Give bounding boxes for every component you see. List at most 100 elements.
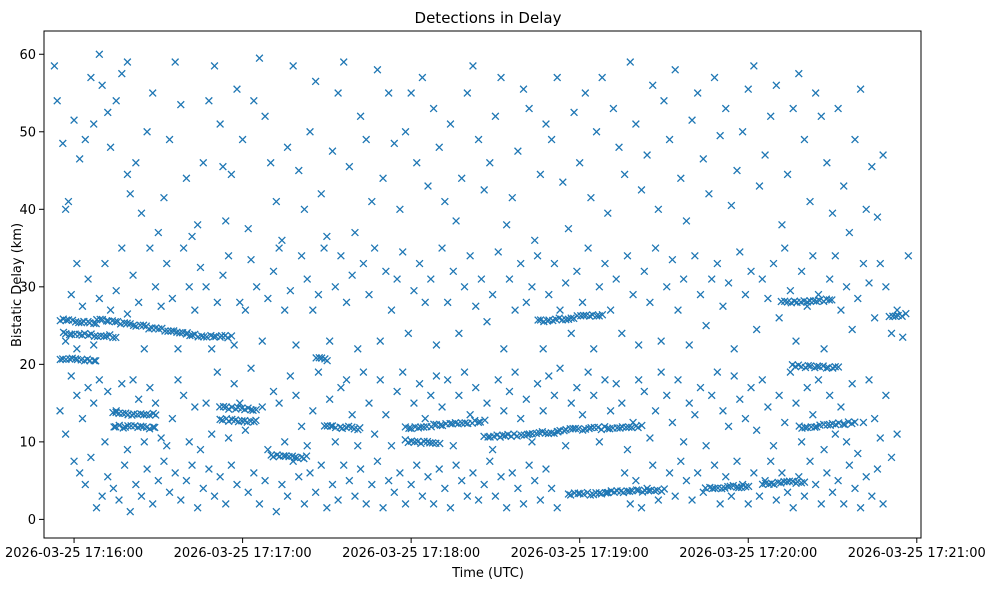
data-point	[617, 329, 626, 338]
data-point	[853, 294, 862, 303]
data-point	[839, 182, 848, 190]
data-point	[676, 174, 685, 183]
data-point	[165, 488, 174, 497]
data-point	[574, 424, 583, 433]
data-point	[87, 73, 95, 82]
data-point	[578, 298, 587, 307]
data-point	[691, 410, 699, 419]
data-point	[213, 368, 222, 376]
data-point	[435, 465, 444, 473]
data-point	[202, 399, 210, 407]
data-point	[625, 423, 633, 432]
data-point	[339, 58, 348, 66]
data-point	[418, 492, 427, 500]
data-point	[286, 372, 295, 380]
data-point	[702, 321, 710, 330]
data-point	[137, 492, 146, 500]
data-point	[752, 426, 761, 435]
y-axis: 0 10 20 30 40 50 60	[19, 48, 44, 528]
data-point	[632, 120, 640, 128]
data-point	[249, 469, 258, 477]
data-point	[483, 317, 491, 326]
data-point	[823, 158, 831, 167]
data-point	[682, 476, 691, 485]
data-point	[160, 457, 168, 466]
data-point	[625, 487, 634, 496]
data-point	[117, 379, 126, 388]
data-point	[660, 96, 668, 105]
data-point	[575, 158, 584, 167]
data-point	[328, 147, 337, 156]
data-point	[216, 415, 224, 424]
data-point	[424, 472, 432, 481]
data-point	[882, 391, 890, 400]
data-point	[744, 85, 753, 94]
data-point	[637, 503, 646, 512]
data-point	[233, 480, 241, 489]
data-point	[640, 387, 649, 396]
data-point	[764, 403, 772, 411]
data-point	[415, 259, 424, 268]
data-point	[550, 391, 559, 400]
data-point	[705, 189, 713, 198]
data-point	[744, 482, 753, 491]
data-point	[904, 251, 913, 260]
data-point	[758, 275, 767, 283]
data-point	[567, 329, 576, 338]
data-point	[609, 104, 618, 113]
data-point	[182, 476, 191, 485]
data-point	[355, 423, 364, 432]
data-point	[671, 492, 680, 500]
data-point	[831, 251, 840, 260]
data-point	[143, 465, 151, 473]
data-point	[440, 484, 449, 493]
data-point	[179, 391, 188, 400]
data-point	[859, 259, 868, 268]
data-point	[539, 344, 548, 353]
data-point	[627, 423, 636, 432]
y-tick-label: 40	[19, 203, 36, 218]
data-point	[425, 438, 434, 447]
data-point	[272, 507, 281, 516]
data-point	[721, 104, 730, 113]
data-point	[865, 375, 873, 384]
data-point	[803, 383, 812, 392]
data-point	[744, 500, 753, 508]
data-point	[247, 255, 255, 264]
data-point	[457, 174, 466, 183]
data-point	[61, 337, 70, 345]
data-point	[410, 286, 418, 295]
data-point	[634, 375, 643, 384]
data-point	[595, 438, 604, 446]
data-point	[196, 263, 205, 272]
data-point	[644, 486, 653, 495]
data-point	[438, 244, 446, 252]
data-point	[873, 465, 882, 473]
data-point	[323, 356, 332, 365]
data-point	[721, 472, 730, 481]
data-point	[452, 217, 460, 225]
data-point	[808, 410, 817, 419]
data-point	[452, 461, 460, 469]
data-point	[749, 62, 758, 70]
data-point	[862, 472, 871, 481]
data-point	[379, 174, 387, 183]
data-point	[775, 313, 784, 322]
data-point	[227, 332, 236, 340]
data-point	[176, 496, 185, 504]
data-point	[334, 89, 342, 97]
data-point	[56, 407, 64, 415]
data-point	[119, 424, 128, 432]
data-point	[780, 418, 789, 427]
data-point	[769, 441, 778, 450]
data-point	[637, 421, 646, 430]
data-point	[120, 461, 129, 469]
data-point	[564, 224, 573, 233]
data-point	[825, 391, 834, 400]
data-point	[150, 423, 159, 432]
data-point	[733, 166, 741, 175]
data-point	[275, 244, 283, 252]
data-point	[134, 395, 143, 404]
data-point	[353, 441, 362, 450]
data-point	[612, 275, 621, 283]
